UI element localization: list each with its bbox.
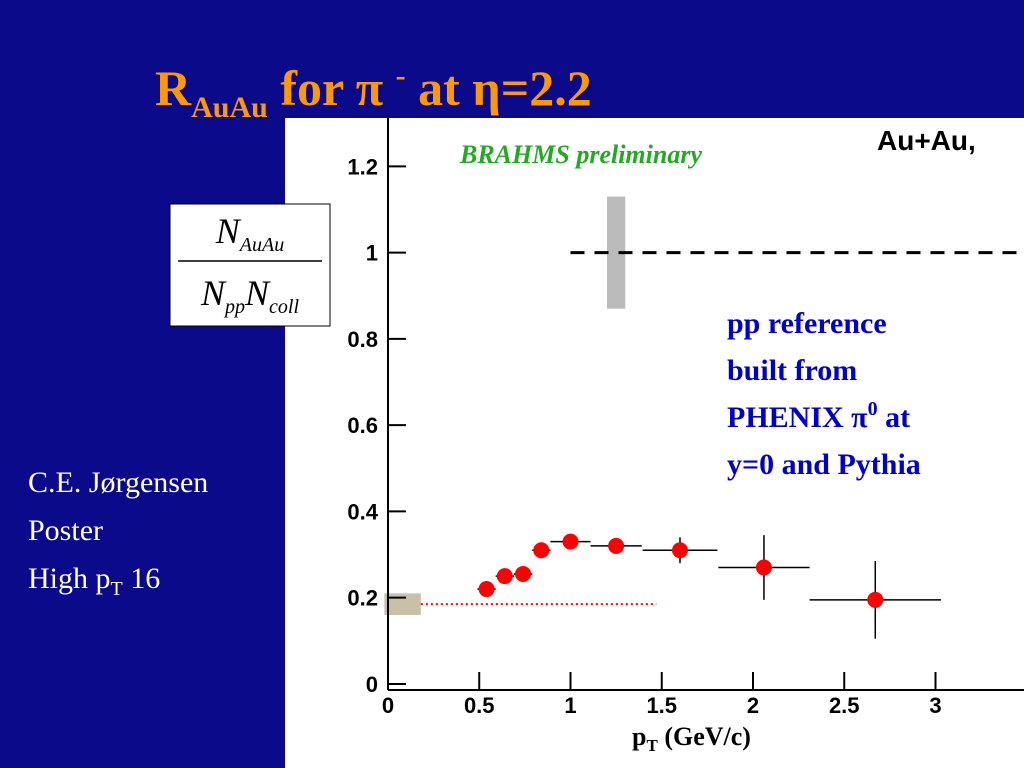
data-point xyxy=(608,537,625,554)
y-tick-label: 0.2 xyxy=(347,586,378,611)
formula-numerator: NAuAu xyxy=(215,211,284,256)
pp-line: built from xyxy=(727,354,857,387)
x-tick-label: 1 xyxy=(564,693,576,718)
title-sub: AuAu xyxy=(191,91,268,124)
y-tick-label: 1 xyxy=(366,241,378,266)
plot-panel xyxy=(285,118,1024,768)
note-line: C.E. Jørgensen xyxy=(28,466,208,499)
label-part: p xyxy=(632,722,646,751)
formula-part: N xyxy=(200,273,227,313)
data-point xyxy=(671,542,688,559)
title-part: for π xyxy=(268,60,396,116)
y-tick-label: 0.8 xyxy=(347,327,378,352)
data-point xyxy=(533,542,550,559)
data-point xyxy=(496,568,513,585)
formula-part: N xyxy=(244,273,271,313)
x-tick-label: 2 xyxy=(747,693,759,718)
x-tick-label: 0 xyxy=(382,693,394,718)
slide-title: RAuAu for π - at η=2.2 xyxy=(155,59,592,124)
pp-part: PHENIX π xyxy=(727,401,868,434)
x-tick-label: 1.5 xyxy=(646,693,677,718)
note-part: 16 xyxy=(123,562,161,595)
label-sub: T xyxy=(646,736,658,755)
data-point xyxy=(755,559,772,576)
note-sub: T xyxy=(111,578,123,600)
data-point xyxy=(867,591,884,608)
y-tick-label: 0.4 xyxy=(347,499,378,524)
annotation: BRAHMS preliminary xyxy=(459,140,702,169)
note-part: High p xyxy=(28,562,111,595)
note-line: High pT 16 xyxy=(28,562,160,600)
formula-box xyxy=(169,203,331,327)
formula-sub: AuAu xyxy=(238,234,284,256)
pp-line: y=0 and Pythia xyxy=(727,448,921,481)
x-axis-label: pT (GeV/c) xyxy=(632,722,751,755)
pp-part: at xyxy=(878,401,911,434)
x-tick-label: 3 xyxy=(929,693,941,718)
title-part: at η=2.2 xyxy=(406,60,592,116)
title-part: R xyxy=(155,60,192,116)
pp-sup: 0 xyxy=(868,398,878,420)
formula-sub: pp xyxy=(223,296,245,318)
x-tick-label: 0.5 xyxy=(464,693,495,718)
norm-box xyxy=(384,593,421,615)
x-tick-label: 2.5 xyxy=(829,693,860,718)
data-point xyxy=(478,581,495,598)
syst-band xyxy=(606,196,626,309)
pp-line: pp reference xyxy=(727,307,887,340)
data-point xyxy=(562,533,579,550)
y-tick-label: 0 xyxy=(366,672,378,697)
formula-denominator: NppNcoll xyxy=(200,273,299,318)
formula-part: N xyxy=(215,211,242,251)
annotation: Au+Au, xyxy=(877,125,976,156)
y-tick-label: 1.2 xyxy=(347,154,378,179)
pp-text: pp reference built from PHENIX π0 at y=0… xyxy=(727,307,921,481)
label-part: (GeV/c) xyxy=(658,722,751,751)
formula-sub: coll xyxy=(269,296,299,318)
pp-line: PHENIX π0 at xyxy=(727,398,910,434)
y-tick-label: 0.6 xyxy=(347,413,378,438)
data-point xyxy=(515,565,532,582)
note-line: Poster xyxy=(28,514,103,547)
notes: C.E. Jørgensen Poster High pT 16 xyxy=(28,466,208,600)
title-sup: - xyxy=(396,59,406,92)
